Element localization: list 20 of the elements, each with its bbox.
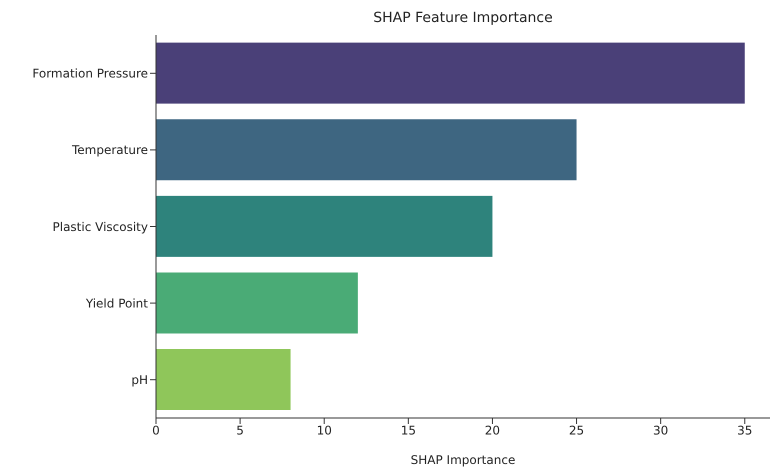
x-axis-title: SHAP Importance	[410, 453, 516, 467]
chart-title: SHAP Feature Importance	[372, 10, 554, 26]
y-tick-label: pH	[131, 372, 148, 387]
x-tick-label: 15	[400, 424, 416, 438]
bar	[156, 42, 745, 104]
y-tick-label: Yield Point	[84, 296, 148, 310]
x-tick-label: 35	[737, 424, 752, 438]
x-tick-label: 30	[653, 424, 668, 438]
bar	[156, 196, 492, 257]
bar	[156, 119, 577, 180]
y-tick-label: Formation Pressure	[32, 66, 148, 81]
x-tick-label: 25	[568, 424, 584, 438]
x-tick-label: 0	[152, 424, 160, 438]
y-tick-label: Plastic Viscosity	[52, 220, 148, 234]
x-tick-label: 5	[236, 424, 244, 438]
bar	[156, 349, 291, 410]
x-tick-label: 20	[484, 424, 500, 438]
y-tick-label: Temperature	[70, 143, 148, 158]
x-tick-label: 10	[316, 424, 332, 438]
bar	[156, 272, 358, 334]
